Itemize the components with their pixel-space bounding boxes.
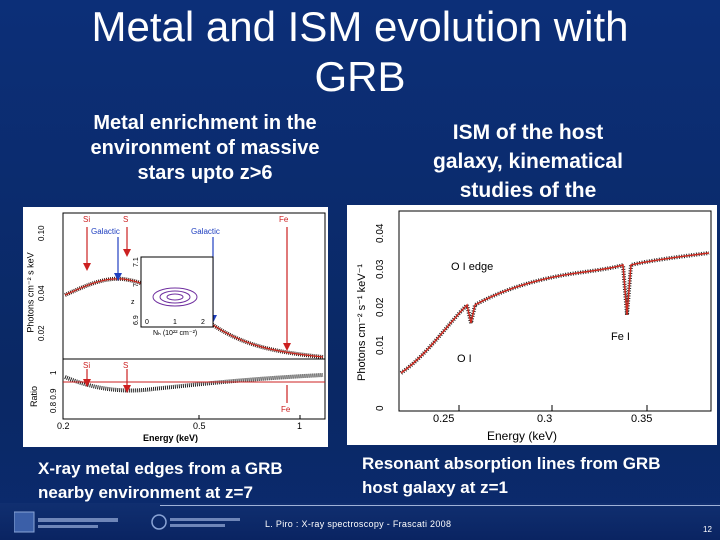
right-label-fei: Fe I [611, 331, 630, 343]
inset-ytick-1: 7 [133, 283, 140, 287]
left-plot-xtick-2: 1 [297, 421, 303, 431]
left-heading: Metal enrichment in the environment of m… [90, 112, 320, 184]
left-edge-label-si: Si [83, 215, 91, 224]
left-plot-xlabel: Energy (keV) [143, 433, 199, 443]
resonant-absorption-plot: Photons cm⁻² s⁻¹ keV⁻¹ 0.04 0.03 0.02 0.… [347, 205, 717, 445]
right-plot-ytick-0: 0.04 [375, 223, 386, 243]
inset-ytick-0: 7.1 [133, 257, 140, 267]
left-plot-y-axis: Photons cm⁻² s keV [23, 227, 37, 367]
right-plot-xlabel: Energy (keV) [487, 429, 558, 443]
left-plot-top-ylabel: Photons cm⁻² s keV [25, 252, 36, 333]
left-galactic-label-2: Galactic [191, 227, 220, 236]
left-edge-label-fe: Fe [279, 215, 289, 224]
left-bottom-label-fe: Fe [281, 405, 291, 414]
left-bottom-label-si: Si [83, 361, 91, 370]
left-plot-ytick-0: 0.10 [37, 225, 46, 241]
right-plot-ytick-3: 0.01 [375, 335, 386, 355]
left-plot-xtick-1: 0.5 [193, 421, 206, 431]
footer-text: L. Piro : X-ray spectroscopy - Frascati … [265, 519, 452, 529]
inset-ylabel: z [131, 299, 135, 306]
page-number: 12 [703, 525, 712, 534]
left-plot-bottom-ylabel: Ratio [29, 385, 39, 407]
inaf-logo [151, 514, 240, 530]
institute-logo [14, 511, 118, 533]
right-plot-xtick-2: 0.35 [631, 413, 653, 425]
right-label-oi-edge: O I edge [451, 261, 494, 273]
xray-spectrum-plot: Photons cm⁻² s keV 0.10 0.04 0.02 Ratio … [23, 207, 328, 447]
footer-bar [0, 503, 720, 540]
right-plot-xtick-0: 0.25 [433, 413, 455, 425]
left-plot-xtick-0: 0.2 [57, 421, 70, 431]
right-plot-ytick-1: 0.03 [375, 259, 386, 279]
left-bottom-label-s: S [123, 361, 129, 370]
right-plot-ylabel: Photons cm⁻² s⁻¹ keV⁻¹ [356, 263, 368, 381]
left-plot-ytick-2: 0.02 [37, 325, 46, 341]
inset-xtick-1: 1 [173, 319, 177, 326]
slide-title: Metal and ISM evolution with GRB [91, 3, 629, 100]
left-plot-ytick-1: 0.04 [37, 285, 46, 301]
inset-ytick-2: 6.9 [133, 315, 140, 325]
left-plot-bottom-ytick-1: 0.8 0.9 [49, 388, 58, 413]
inset-xlabel: Nₕ (10²² cm⁻²) [153, 330, 198, 337]
right-plot-ytick-4: 0 [375, 405, 386, 411]
inset-xtick-2: 2 [201, 319, 205, 326]
right-label-oi: O I [457, 353, 472, 365]
right-caption: Resonant absorption lines from GRB host … [362, 454, 661, 497]
footer-divider [160, 505, 720, 506]
left-galactic-label-1: Galactic [91, 227, 120, 236]
right-plot-xtick-1: 0.3 [537, 413, 553, 425]
left-plot-bottom-ytick-0: 1 [49, 370, 58, 375]
left-caption: X-ray metal edges from a GRB nearby envi… [38, 459, 283, 502]
right-plot-ytick-2: 0.02 [375, 297, 386, 317]
inset-xtick-0: 0 [145, 319, 149, 326]
left-edge-label-s: S [123, 215, 129, 224]
